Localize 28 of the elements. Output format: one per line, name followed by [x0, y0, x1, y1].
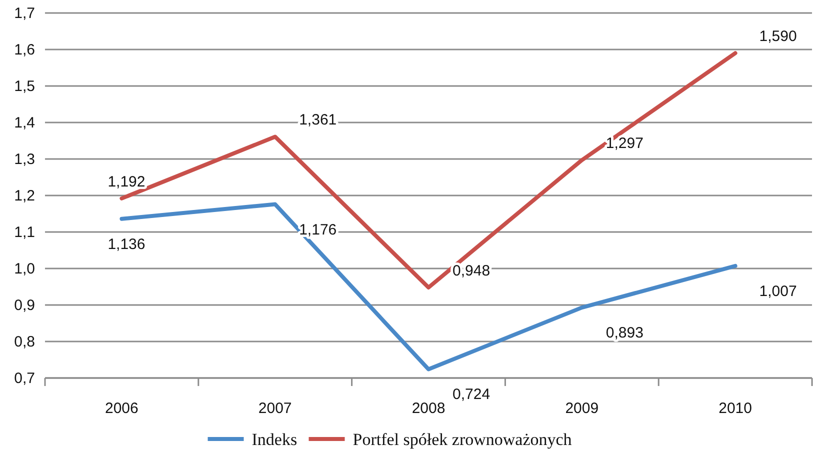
y-tick-label: 1,3 [14, 151, 35, 168]
legend-label: Portfel spółek zrownoważonych [352, 430, 572, 449]
y-tick-label: 1,7 [14, 5, 35, 22]
data-label: 1,297 [606, 135, 644, 152]
x-tick-label: 2008 [412, 400, 446, 417]
y-tick-label: 1,5 [14, 78, 35, 95]
y-tick-label: 0,8 [14, 334, 35, 350]
data-label: 0,724 [452, 386, 490, 404]
data-label: 1,192 [108, 173, 146, 190]
y-tick-label: 1,1 [14, 224, 35, 241]
data-label: 0,948 [452, 262, 490, 280]
x-tick-label: 2006 [105, 400, 138, 417]
data-label: 0,893 [606, 324, 644, 342]
x-tick-label: 2010 [718, 400, 752, 417]
y-tick-label: 1,4 [14, 114, 35, 132]
data-label: 1,590 [759, 28, 797, 46]
y-tick-label: 0,7 [14, 370, 35, 387]
data-label: 1,176 [299, 221, 337, 238]
x-tick-label: 2009 [565, 400, 599, 417]
x-tick-label: 2007 [258, 400, 292, 417]
y-tick-label: 0,9 [14, 297, 35, 314]
y-tick-label: 1,0 [14, 260, 35, 278]
data-label: 1,007 [759, 282, 797, 300]
data-label: 1,361 [299, 112, 337, 129]
legend-label: Indeks [252, 430, 298, 449]
y-tick-label: 1,2 [14, 188, 35, 204]
data-label: 1,136 [108, 236, 146, 253]
y-tick-label: 1,6 [14, 42, 35, 58]
